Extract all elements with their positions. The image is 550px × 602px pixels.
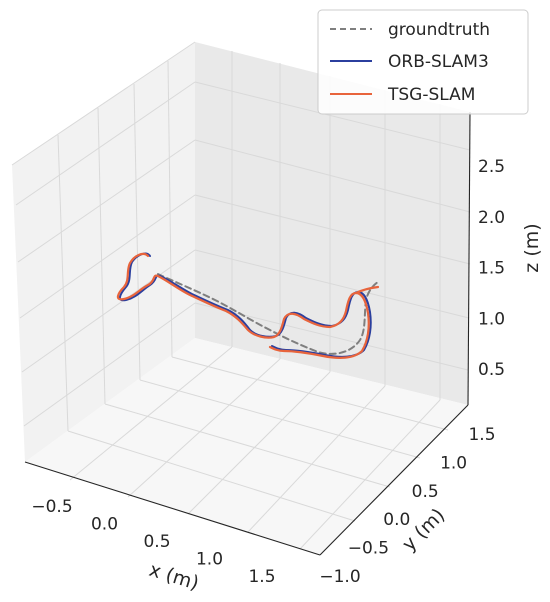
y-tick-label: 0.5	[412, 482, 439, 502]
y-tick-label: 0.0	[383, 510, 410, 530]
x-tick-label: 0.5	[143, 532, 170, 552]
left-pane	[12, 42, 195, 462]
axes	[24, 111, 471, 556]
tsg-slam-series-line	[116, 252, 370, 359]
y-tick-labels: −1.0 −0.5 0.00.51.01.5	[319, 425, 495, 587]
legend: groundtruth ORB-SLAM3 TSG-SLAM	[317, 9, 529, 115]
x-axis-label: x (m)	[147, 559, 202, 595]
z-tick-label: 2.0	[478, 208, 505, 228]
z-axis-label: z (m)	[521, 223, 543, 272]
y-tick-label: −0.5	[348, 539, 389, 559]
legend-box	[317, 9, 529, 115]
y-tick-label: 1.0	[440, 453, 467, 473]
legend-tsg-slam-label: TSG-SLAM	[387, 85, 475, 105]
z-tick-labels: 0.5 1.0 1.5 2.0 2.5	[478, 157, 505, 380]
z-tick-label: 2.5	[478, 157, 505, 177]
tsg-slam-series-line-tail	[354, 285, 380, 295]
grid-left-pane	[11, 41, 196, 432]
z-tick-label: 1.0	[478, 309, 505, 329]
legend-orb-slam3-label: ORB-SLAM3	[388, 52, 489, 72]
x-tick-label: 1.5	[248, 567, 275, 587]
x-tick-label: 0.0	[91, 515, 118, 535]
x-tick-labels: −0.5 0.0 0.5 1.0 1.5	[31, 497, 275, 587]
y-tick-label: 1.5	[468, 425, 495, 445]
z-tick-label: 1.5	[478, 259, 505, 279]
orb-slam3-series-line	[119, 252, 372, 358]
legend-groundtruth-label: groundtruth	[388, 20, 490, 40]
x-tick-label: −0.5	[31, 497, 72, 517]
z-tick-label: 0.5	[478, 360, 505, 380]
y-tick-label: −1.0	[319, 567, 360, 587]
grid-right-pane	[194, 51, 471, 400]
trajectories	[116, 252, 380, 359]
x-tick-label: 1.0	[196, 550, 223, 570]
grid-floor	[67, 346, 449, 550]
floor-pane	[25, 338, 468, 555]
